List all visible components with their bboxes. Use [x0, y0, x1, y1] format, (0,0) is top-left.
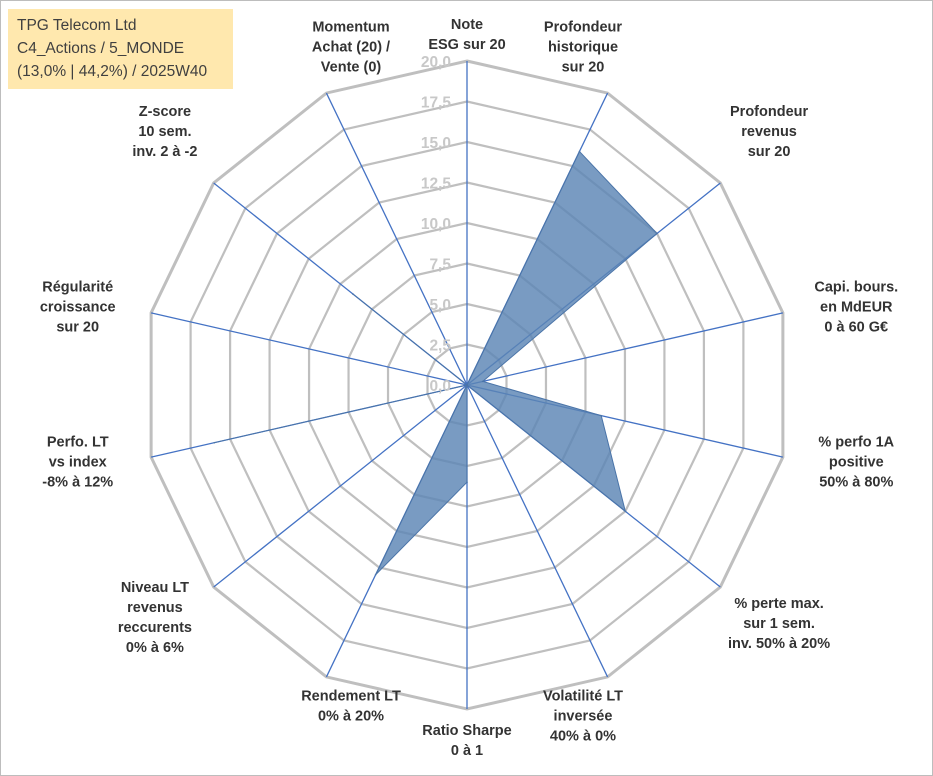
axis-label-line: Ratio Sharpe	[422, 723, 511, 739]
axis-label-line: Profondeur	[544, 19, 622, 35]
axis-label-line: 0 à 1	[451, 743, 483, 759]
axis-spoke	[213, 384, 468, 588]
tick-label: 2,5	[429, 338, 451, 355]
axis-label-line: 50% à 80%	[819, 474, 893, 490]
axis-label-line: sur 20	[748, 144, 791, 160]
axis-label-line: Capi. bours.	[814, 280, 898, 296]
axis-label-line: vs index	[49, 454, 107, 470]
tick-label: 12,5	[421, 176, 452, 193]
axis-label-line: % perfo 1A	[818, 434, 894, 450]
radar-series	[213, 150, 658, 576]
data-point	[213, 441, 216, 444]
axis-label-line: revenus	[127, 600, 183, 616]
axis-label-line: Note	[451, 17, 483, 33]
axis-label-line: % perte max.	[734, 596, 823, 612]
axis-spoke	[150, 312, 468, 386]
data-point	[352, 293, 354, 295]
axis-label: Momentum Achat (20) / Vente (0)	[312, 19, 390, 75]
data-point	[578, 150, 581, 153]
axis-label-line: sur 1 sem.	[743, 616, 815, 632]
axis-label-line: sur 20	[56, 320, 99, 336]
tick-label: 0,0	[429, 378, 451, 395]
axis-label: Note ESG sur 20	[428, 17, 505, 53]
axis-label: % perte max. sur 1 sem. inv. 50% à 20%	[728, 596, 830, 652]
axis-label-line: Achat (20) /	[312, 39, 390, 55]
axis-label-line: revenus	[741, 124, 797, 140]
axis-spoke	[325, 92, 468, 386]
axis-label-line: Vente (0)	[321, 59, 382, 75]
axis-label-line: positive	[829, 454, 884, 470]
tick-label: 15,0	[421, 135, 451, 152]
tick-label: 10,0	[421, 216, 451, 233]
axis-label-line: -8% à 12%	[42, 474, 113, 490]
axis-label-line: Z-score	[139, 104, 191, 120]
axis-label-line: Niveau LT	[121, 580, 189, 596]
tick-label: 5,0	[429, 297, 451, 314]
axis-label-line: 10 sem.	[138, 124, 191, 140]
axis-spoke	[466, 312, 784, 386]
axis-label-line: en MdEUR	[820, 300, 893, 316]
axis-labels: Note ESG sur 20 Profondeur historique sur 20…	[40, 17, 898, 759]
axis-label-line: inv. 50% à 20%	[728, 636, 830, 652]
company-name: TPG Telecom Ltd	[17, 17, 137, 34]
axis-label: Volatilité LT inversée 40% à 0%	[543, 689, 623, 745]
axis-label: % perfo 1A positive 50% à 80%	[818, 434, 894, 490]
axis-label-line: ESG sur 20	[428, 37, 505, 53]
tick-label: 17,5	[421, 95, 452, 112]
axis-label-line: croissance	[40, 300, 116, 316]
data-point	[600, 414, 603, 417]
axis-label-line: Profondeur	[730, 104, 808, 120]
axis-label: Rendement LT 0% à 20%	[301, 689, 401, 725]
radial-tick-labels: 0,0 2,5 5,0 7,5 10,0 12,5 15,0 17,5 20,0	[421, 54, 452, 395]
data-point	[624, 510, 627, 513]
axis-label-line: 0% à 20%	[318, 709, 384, 725]
period-label: (13,0% | 44,2%) / 2025W40	[17, 63, 208, 80]
axis-label-line: Rendement LT	[301, 689, 401, 705]
data-point	[656, 232, 658, 235]
data-point	[466, 384, 468, 386]
axis-label-line: sur 20	[562, 59, 605, 75]
axis-label: Capi. bours. en MdEUR 0 à 60 G€	[814, 280, 898, 336]
tick-label: 7,5	[429, 257, 451, 274]
axis-label-line: inversée	[554, 709, 613, 725]
series-area	[214, 150, 658, 576]
axis-label: Profondeur revenus sur 20	[730, 104, 808, 160]
data-point	[466, 481, 468, 484]
axis-label-line: reccurents	[118, 620, 192, 636]
tick-label: 20,0	[421, 54, 451, 71]
axis-label-line: inv. 2 à -2	[132, 144, 197, 160]
axis-label: Niveau LT revenus reccurents 0% à 6%	[118, 580, 192, 656]
axis-spoke	[466, 384, 609, 678]
axis-label: Z-score 10 sem. inv. 2 à -2	[132, 104, 197, 160]
company-info-box: TPG Telecom Ltd C4_Actions / 5_MONDE (13…	[8, 9, 233, 89]
data-point	[374, 573, 377, 576]
axis-label-line: Régularité	[42, 280, 113, 296]
axis-label-line: Perfo. LT	[47, 434, 109, 450]
axis-label-line: historique	[548, 39, 618, 55]
axis-label: Ratio Sharpe 0 à 1	[422, 723, 511, 759]
axis-label-line: 0% à 6%	[126, 640, 184, 656]
axis-label-line: Volatilité LT	[543, 689, 623, 705]
axis-label-line: 40% à 0%	[550, 729, 616, 745]
axis-label-line: Momentum	[312, 19, 389, 35]
axis-label: Perfo. LT vs index -8% à 12%	[42, 434, 113, 490]
category-label: C4_Actions / 5_MONDE	[17, 40, 185, 57]
axis-label-line: 0 à 60 G€	[824, 320, 888, 336]
data-point	[481, 380, 484, 383]
axis-label: Régularité croissance sur 20	[40, 280, 116, 336]
axis-label: Profondeur historique sur 20	[544, 19, 622, 75]
